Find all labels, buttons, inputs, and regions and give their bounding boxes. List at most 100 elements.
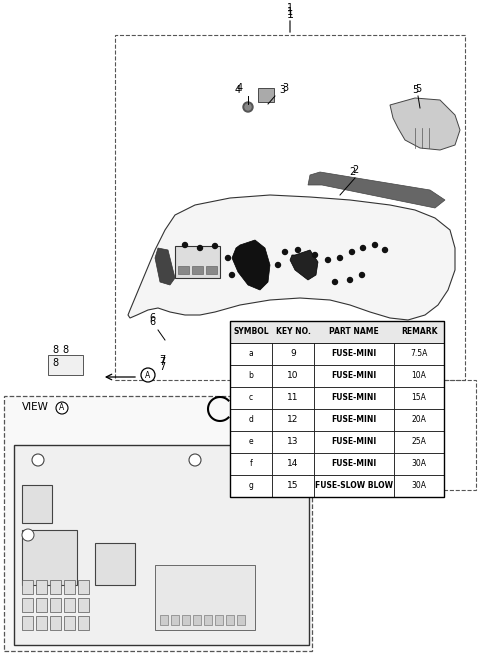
Bar	[22, 580, 33, 594]
Circle shape	[141, 368, 155, 382]
Bar	[22, 598, 33, 612]
Circle shape	[337, 255, 343, 261]
Bar	[314, 431, 394, 453]
Text: A: A	[60, 403, 65, 413]
Bar	[22, 616, 33, 630]
Bar	[394, 387, 444, 409]
Bar	[394, 409, 444, 431]
Bar	[272, 431, 314, 453]
Bar	[155, 565, 255, 630]
Bar	[171, 615, 179, 625]
Polygon shape	[308, 172, 445, 208]
Circle shape	[383, 248, 387, 252]
Bar	[394, 365, 444, 387]
Bar	[258, 88, 274, 102]
Text: FUSE-SLOW BLOW: FUSE-SLOW BLOW	[315, 481, 393, 491]
Circle shape	[283, 250, 288, 255]
Bar	[230, 475, 272, 497]
Bar	[64, 616, 75, 630]
Bar	[78, 598, 89, 612]
Bar	[394, 475, 444, 497]
Bar	[230, 409, 272, 431]
Bar	[314, 343, 394, 365]
Circle shape	[197, 246, 203, 250]
Circle shape	[213, 244, 217, 248]
Text: 2: 2	[349, 167, 355, 177]
Circle shape	[257, 272, 263, 278]
Text: g: g	[249, 481, 253, 491]
Bar	[204, 615, 212, 625]
Circle shape	[325, 257, 331, 263]
Bar	[36, 616, 47, 630]
Bar	[160, 615, 168, 625]
Bar	[272, 343, 314, 365]
Text: 30A: 30A	[411, 460, 427, 468]
Bar	[314, 387, 394, 409]
Circle shape	[312, 252, 317, 257]
Text: FUSE-MINI: FUSE-MINI	[331, 371, 377, 381]
Text: REMARK: REMARK	[401, 328, 437, 337]
Circle shape	[245, 104, 251, 110]
Bar	[36, 580, 47, 594]
Bar	[272, 475, 314, 497]
Circle shape	[182, 242, 188, 248]
Bar	[48, 355, 83, 375]
Text: 14: 14	[288, 460, 299, 468]
Text: FUSE-MINI: FUSE-MINI	[331, 350, 377, 358]
Bar	[22, 530, 77, 585]
Circle shape	[276, 263, 280, 267]
Circle shape	[348, 278, 352, 282]
Text: 6: 6	[149, 317, 155, 327]
Bar	[230, 431, 272, 453]
Bar	[230, 321, 444, 343]
Circle shape	[56, 402, 68, 414]
Text: 6: 6	[149, 313, 155, 323]
Text: e: e	[249, 438, 253, 447]
Text: 10: 10	[287, 371, 299, 381]
Bar	[78, 580, 89, 594]
Text: FUSE-MINI: FUSE-MINI	[331, 460, 377, 468]
Text: c: c	[249, 394, 253, 403]
Polygon shape	[290, 250, 318, 280]
Text: 12: 12	[288, 415, 299, 424]
Bar	[193, 615, 201, 625]
Bar	[14, 445, 309, 645]
Bar	[215, 615, 223, 625]
Bar	[175, 246, 220, 278]
Text: 4: 4	[237, 83, 243, 93]
Polygon shape	[390, 98, 460, 150]
Circle shape	[349, 250, 355, 255]
Text: PART NAME: PART NAME	[329, 328, 379, 337]
Bar	[230, 387, 272, 409]
Text: 5: 5	[412, 85, 418, 95]
Bar	[64, 598, 75, 612]
Bar	[394, 431, 444, 453]
Bar	[314, 409, 394, 431]
Bar	[192, 266, 203, 274]
Bar	[230, 365, 272, 387]
Text: 8: 8	[52, 358, 58, 368]
Bar	[314, 365, 394, 387]
Bar	[230, 321, 444, 497]
Text: 13: 13	[287, 438, 299, 447]
Bar	[36, 598, 47, 612]
Text: 3: 3	[282, 83, 288, 93]
Bar	[206, 266, 217, 274]
Text: SYMBOL: SYMBOL	[233, 328, 269, 337]
Bar	[230, 453, 272, 475]
Circle shape	[372, 242, 377, 248]
Text: KEY NO.: KEY NO.	[276, 328, 311, 337]
Bar	[50, 598, 61, 612]
Bar	[230, 343, 272, 365]
Text: 15A: 15A	[411, 394, 426, 403]
Text: FUSE-MINI: FUSE-MINI	[331, 394, 377, 403]
Bar	[272, 409, 314, 431]
Bar	[178, 266, 189, 274]
Text: f: f	[250, 460, 252, 468]
Bar	[182, 615, 190, 625]
Text: 1: 1	[287, 7, 293, 17]
Text: 11: 11	[287, 394, 299, 403]
Text: 5: 5	[415, 84, 421, 94]
Text: VIEW: VIEW	[22, 402, 49, 412]
Circle shape	[189, 454, 201, 466]
